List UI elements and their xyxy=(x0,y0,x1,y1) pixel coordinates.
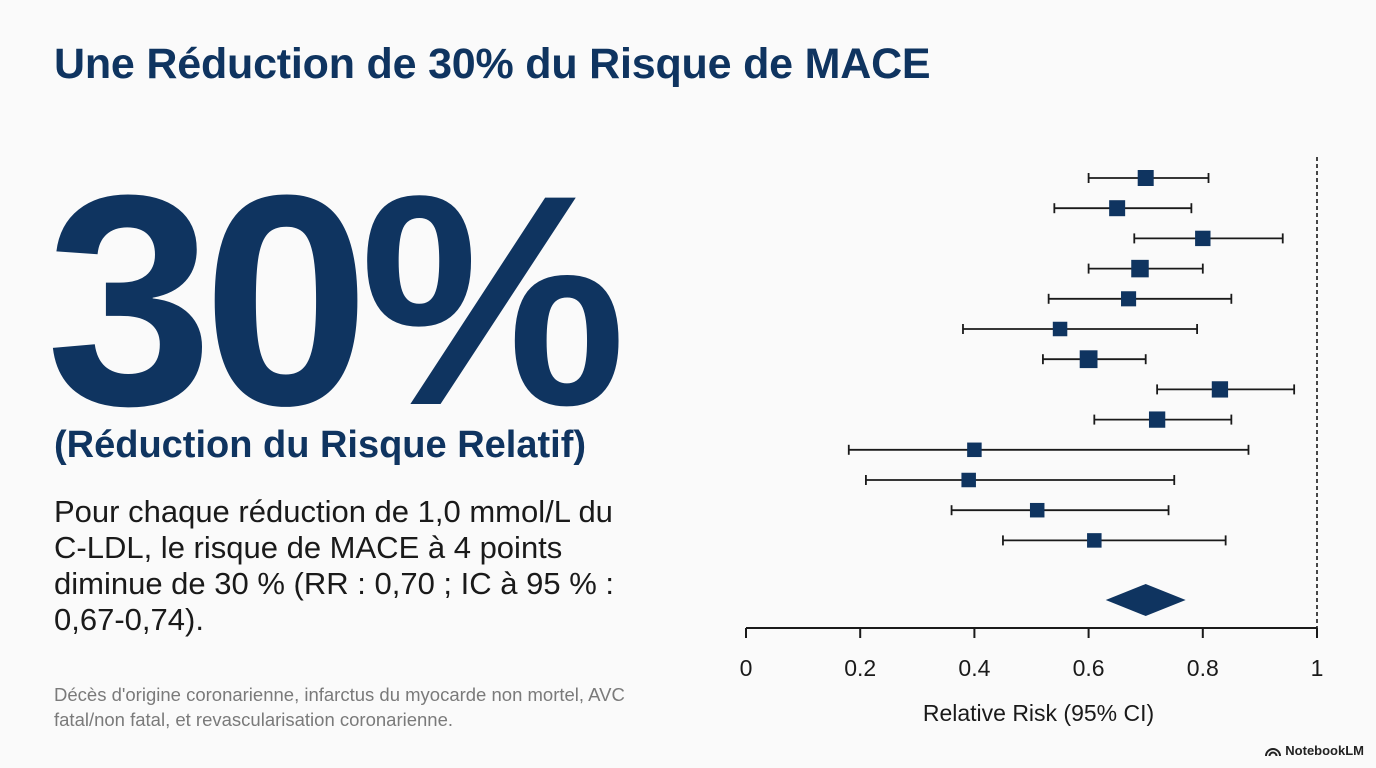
point-estimate xyxy=(1131,259,1149,278)
stat-description: Pour chaque réduction de 1,0 mmol/L du C… xyxy=(54,494,614,637)
headline-stat: 30% xyxy=(46,132,626,468)
x-tick-label: 0.6 xyxy=(1073,655,1105,681)
study-rows xyxy=(847,170,1296,548)
study-row xyxy=(1087,259,1204,278)
point-estimate xyxy=(1087,533,1102,548)
study-row xyxy=(962,321,1198,337)
pooled-diamond xyxy=(1105,584,1186,616)
x-axis-label: Relative Risk (95% CI) xyxy=(923,700,1154,726)
pooled-estimate-group xyxy=(1105,584,1186,616)
point-estimate xyxy=(1079,350,1098,369)
x-tick-label: 0.8 xyxy=(1187,655,1219,681)
study-row xyxy=(1133,230,1284,247)
x-tick-label: 1 xyxy=(1311,655,1324,681)
study-row xyxy=(1093,411,1233,428)
x-tick-label: 0 xyxy=(740,655,753,681)
study-row xyxy=(1002,533,1227,548)
study-row xyxy=(1053,200,1193,217)
point-estimate xyxy=(1195,230,1211,247)
study-row xyxy=(847,442,1250,458)
point-estimate xyxy=(1109,200,1126,217)
point-estimate xyxy=(1029,502,1045,518)
page-title: Une Réduction de 30% du Risque de MACE xyxy=(54,40,931,88)
x-tick-label: 0.4 xyxy=(958,655,990,681)
point-estimate xyxy=(1211,381,1229,398)
study-row xyxy=(1156,381,1296,398)
brand-badge: NotebookLM xyxy=(1265,743,1364,758)
x-axis: 0 0.2 0.4 0.6 0.8 1 xyxy=(740,627,1324,681)
point-estimate xyxy=(1137,170,1154,186)
point-estimate xyxy=(1052,321,1068,337)
study-row xyxy=(950,502,1170,518)
brand-label: NotebookLM xyxy=(1285,743,1364,758)
point-estimate xyxy=(961,472,976,488)
footnote: Décès d'origine coronarienne, infarctus … xyxy=(54,684,625,730)
point-estimate xyxy=(1148,411,1166,428)
study-row xyxy=(865,472,1176,488)
point-estimate xyxy=(967,442,982,458)
study-row xyxy=(1042,350,1147,369)
notebooklm-logo-icon xyxy=(1265,747,1282,756)
x-tick-label: 0.2 xyxy=(844,655,876,681)
study-row xyxy=(1087,170,1210,186)
study-row xyxy=(1047,291,1233,307)
stat-subheading: (Réduction du Risque Relatif) xyxy=(54,424,586,466)
point-estimate xyxy=(1121,291,1137,307)
